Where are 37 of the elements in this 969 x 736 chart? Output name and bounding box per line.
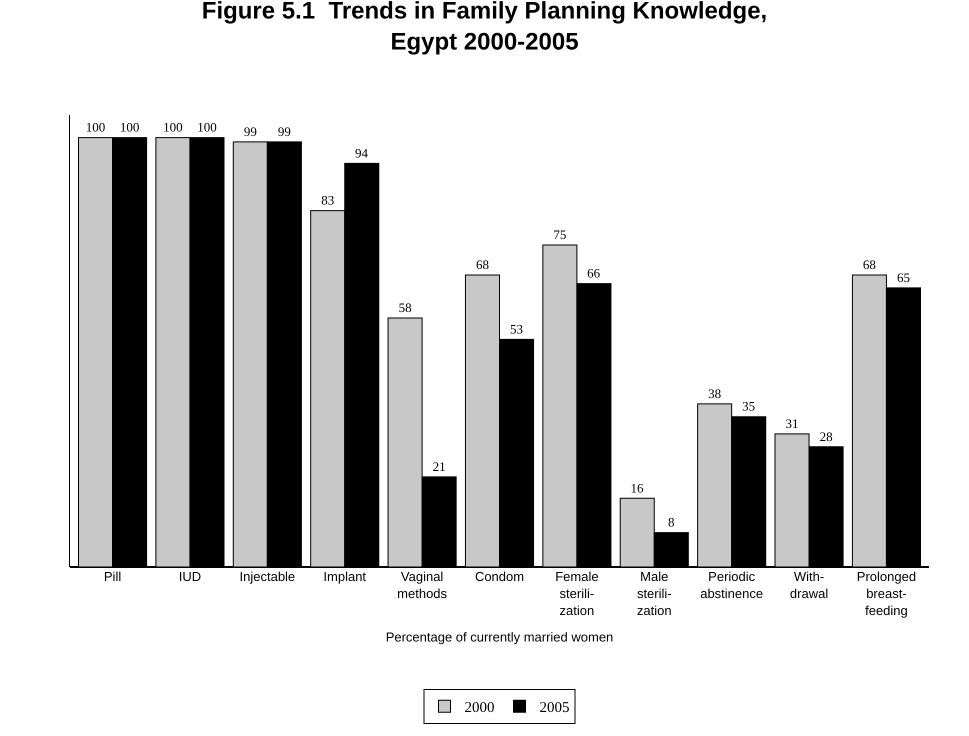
data-label: 68 [476,257,489,272]
legend-label: 2000 [464,700,494,716]
chart-title: Figure 5.1 Trends in Family Planning Knowledge, Egypt 2000-2005 [202,0,768,56]
data-label: 100 [86,120,106,135]
data-label: 65 [896,270,910,285]
x-tick-label: Condom [474,569,524,584]
data-label: 83 [321,192,334,208]
data-label: 8 [668,514,675,530]
data-label: 53 [510,321,524,336]
data-label: 21 [432,458,446,474]
data-label: 94 [355,145,369,160]
x-tick-label: With- drawal [790,569,828,601]
data-label: 100 [163,120,183,135]
x-tick-label: IUD [178,569,202,584]
x-tick-label: Periodic abstinence [700,569,764,601]
data-label: 75 [553,226,566,242]
data-label: 28 [820,428,833,444]
data-label: 38 [708,386,722,401]
x-tick-label: Injectable [240,569,296,584]
data-label: 16 [630,480,644,496]
x-tick-label: Vaginal methods [397,569,448,601]
x-tick-label: Male sterili- zation [636,569,672,618]
data-label: 99 [278,124,291,139]
data-label: 68 [862,257,876,272]
data-label: 100 [120,120,140,135]
data-label: 31 [786,416,799,431]
x-tick-label: Female sterili- zation [555,569,599,618]
x-tick-label: Prolonged breast- feeding [856,569,916,618]
x-tick-label: Implant [323,569,366,584]
x-tick-label: Pill [104,569,122,584]
data-label: 66 [587,266,601,281]
x-axis-title: Percentage of currently married women [386,629,614,644]
data-label: 99 [244,124,257,139]
data-label: 35 [742,398,756,414]
data-label: 100 [197,120,217,135]
data-label: 58 [398,300,412,315]
legend-label: 2005 [540,700,570,716]
